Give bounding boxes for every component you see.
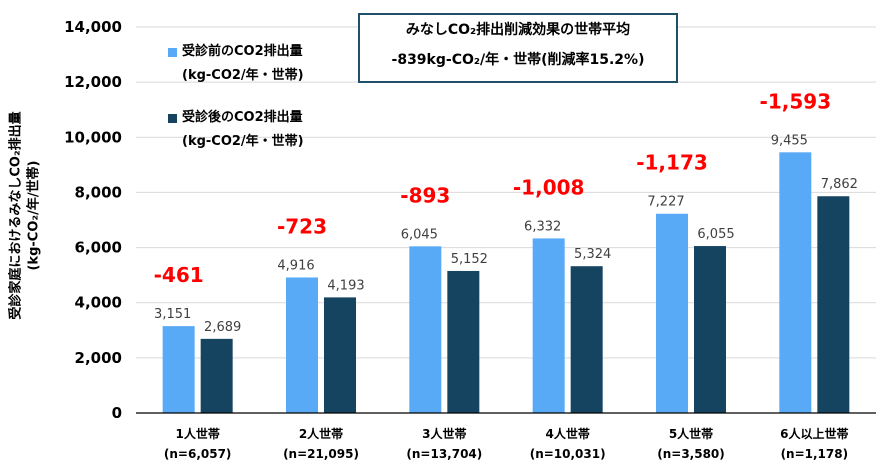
data-label: 7,227 <box>647 195 684 210</box>
bar-before <box>656 213 688 413</box>
annotation-line2: -839kg-CO₂/年・世帯(削減率15.2%) <box>391 52 645 68</box>
bar-after <box>570 266 603 413</box>
reduction-label: -893 <box>400 183 450 207</box>
x-category-n: (n=1,178) <box>780 447 849 461</box>
annotation-line1: みなしCO₂排出削減効果の世帯平均 <box>405 22 631 38</box>
bars <box>162 152 850 414</box>
y-tick-label: 10,000 <box>64 128 122 146</box>
x-category-n: (n=21,095) <box>283 447 359 461</box>
y-tick-label: 14,000 <box>64 18 122 36</box>
legend-label-before: 受診前のCO2排出量 <box>182 44 303 59</box>
reduction-label: -1,173 <box>636 151 708 175</box>
legend-swatch-after <box>168 114 177 123</box>
x-category-label: 2人世帯 (n=21,095) <box>251 424 391 464</box>
data-label: 7,862 <box>821 177 858 192</box>
y-tick-label: 6,000 <box>75 239 122 257</box>
x-category-name: 5人世帯 <box>668 427 714 441</box>
x-category-label: 3人世帯 (n=13,704) <box>374 424 514 464</box>
y-tick-label: 8,000 <box>75 183 122 201</box>
bar-after <box>324 297 356 413</box>
y-tick-label: 4,000 <box>75 294 122 312</box>
data-label: 6,332 <box>524 219 561 234</box>
x-category-name: 1人世帯 <box>175 427 220 441</box>
bar-after <box>447 270 480 413</box>
y-tick-label: 12,000 <box>64 73 122 91</box>
y-axis-title-line2: (kg-CO₂/年/世帯) <box>26 159 42 271</box>
x-category-name: 4人世帯 <box>545 427 590 441</box>
legend-unit-before: (kg-CO2/年・世帯) <box>182 68 304 83</box>
data-label: 6,055 <box>697 227 734 242</box>
y-axis-title: 受診家庭におけるみなしCO₂排出量 (kg-CO₂/年/世帯) <box>2 60 46 370</box>
data-label: 6,045 <box>401 227 438 242</box>
data-label: 2,689 <box>204 320 241 335</box>
legend-label-after: 受診後のCO2排出量 <box>182 110 303 125</box>
bar-after <box>817 196 850 413</box>
x-category-label: 1人世帯 (n=6,057) <box>128 424 268 464</box>
y-axis-title-line1: 受診家庭におけるみなしCO₂排出量 <box>8 110 24 320</box>
y-axis-ticks: 0 2,000 4,000 6,000 8,000 10,000 12,000 14,000 <box>64 18 122 422</box>
reduction-label: -1,593 <box>760 89 832 113</box>
reduction-label: -461 <box>154 263 204 287</box>
reduction-label: -1,008 <box>513 175 585 199</box>
y-tick-label: 0 <box>112 404 122 422</box>
data-label: 9,455 <box>771 133 808 148</box>
x-category-name: 2人世帯 <box>298 427 344 441</box>
data-label: 4,193 <box>327 278 364 293</box>
x-category-name: 6人以上世帯 <box>780 427 849 441</box>
x-category-label: 5人世帯 (n=3,580) <box>621 424 761 464</box>
legend-item-before: 受診前のCO2排出量 (kg-CO2/年・世帯) <box>168 40 304 88</box>
x-category-n: (n=6,057) <box>163 447 232 461</box>
bar-before <box>162 326 195 413</box>
x-category-label: 6人以上世帯 (n=1,178) <box>744 424 876 464</box>
bar-after <box>200 338 233 413</box>
data-label: 4,916 <box>277 258 314 273</box>
legend: 受診前のCO2排出量 (kg-CO2/年・世帯) 受診後のCO2排出量 (kg-… <box>168 40 304 172</box>
bar-before <box>409 246 442 413</box>
bar-after <box>694 246 726 413</box>
x-category-label: 4人世帯 (n=10,031) <box>498 424 638 464</box>
x-category-n: (n=10,031) <box>529 447 606 461</box>
x-category-n: (n=13,704) <box>406 447 483 461</box>
y-tick-label: 2,000 <box>75 349 122 367</box>
data-label: 5,324 <box>574 247 611 262</box>
data-label: 5,152 <box>451 252 488 267</box>
bar-before <box>532 238 565 413</box>
legend-item-after: 受診後のCO2排出量 (kg-CO2/年・世帯) <box>168 106 304 154</box>
reduction-label: -723 <box>277 214 327 238</box>
x-category-n: (n=3,580) <box>657 447 725 461</box>
legend-swatch-before <box>168 48 177 57</box>
annotation-box: みなしCO₂排出削減効果の世帯平均 -839kg-CO₂/年・世帯(削減率15.… <box>358 13 678 83</box>
data-label: 3,151 <box>154 307 191 322</box>
x-category-name: 3人世帯 <box>422 427 467 441</box>
data-labels: 3,151 2,689 -461 4,916 4,193 -723 6,045 5,152 -8… <box>154 89 858 335</box>
bar-before <box>286 277 318 413</box>
legend-unit-after: (kg-CO2/年・世帯) <box>182 134 304 149</box>
bar-before <box>779 152 812 414</box>
